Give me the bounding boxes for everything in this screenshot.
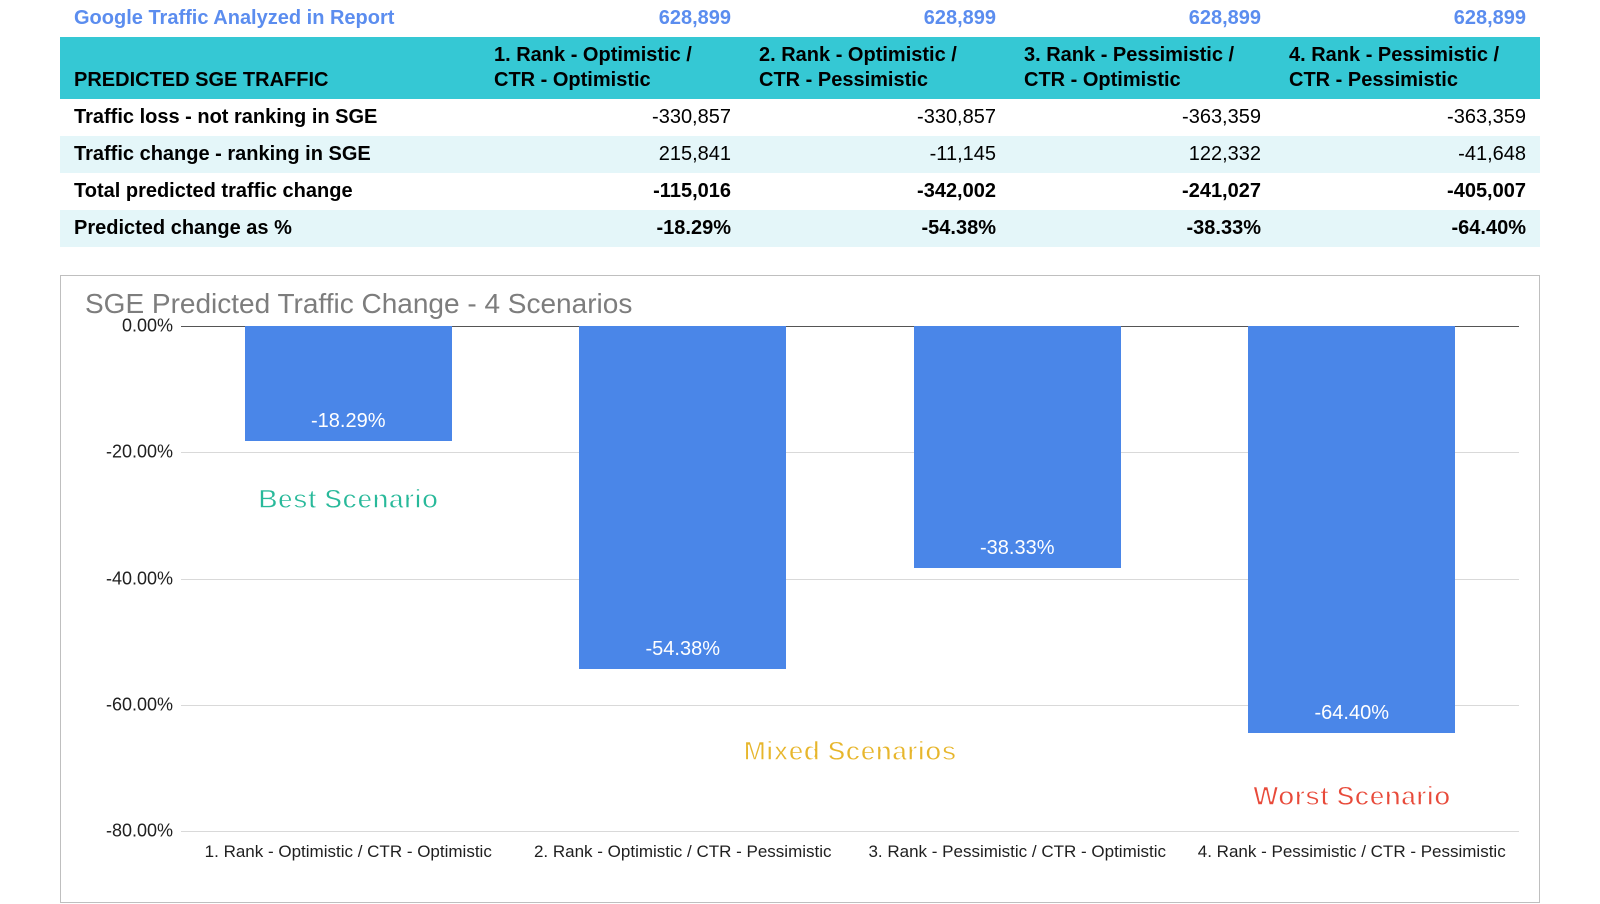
column-header: 2. Rank - Optimistic / CTR - Pessimistic [745,37,1010,99]
x-tick-label: 4. Rank - Pessimistic / CTR - Pessimisti… [1185,831,1520,862]
y-tick-label: -20.00% [73,442,173,463]
chart-title: SGE Predicted Traffic Change - 4 Scenari… [85,288,1519,320]
cell-value: -64.40% [1275,210,1540,247]
row-label: Traffic change - ranking in SGE [60,136,480,173]
cell-value: -330,857 [745,99,1010,136]
cell-value: -241,027 [1010,173,1275,210]
cell-value: -363,359 [1010,99,1275,136]
analyzed-value: 628,899 [1275,0,1540,37]
analyzed-label: Google Traffic Analyzed in Report [60,0,480,37]
table-row: Traffic change - ranking in SGE215,841-1… [60,136,1540,173]
table-row: Predicted change as %-18.29%-54.38%-38.3… [60,210,1540,247]
cell-value: -405,007 [1275,173,1540,210]
analyzed-value: 628,899 [480,0,745,37]
chart-bar: -64.40% [1248,326,1455,733]
y-tick-label: -60.00% [73,694,173,715]
cell-value: -363,359 [1275,99,1540,136]
column-header: 4. Rank - Pessimistic / CTR - Pessimisti… [1275,37,1540,99]
y-tick-label: -40.00% [73,568,173,589]
header-label: PREDICTED SGE TRAFFIC [60,37,480,99]
cell-value: -41,648 [1275,136,1540,173]
row-label: Total predicted traffic change [60,173,480,210]
cell-value: -342,002 [745,173,1010,210]
row-label: Predicted change as % [60,210,480,247]
chart-area: 0.00%-20.00%-40.00%-60.00%-80.00% -18.29… [81,326,1519,886]
x-axis-labels: 1. Rank - Optimistic / CTR - Optimistic2… [181,831,1519,862]
chart-annotation: Worst Scenario [1253,781,1451,812]
y-tick-label: 0.00% [73,316,173,337]
cell-value: -330,857 [480,99,745,136]
chart-annotation: Mixed Scenarios [743,736,956,767]
bar-value-label: -54.38% [579,638,786,661]
analyzed-value: 628,899 [745,0,1010,37]
analyzed-row: Google Traffic Analyzed in Report 628,89… [60,0,1540,37]
cell-value: -11,145 [745,136,1010,173]
bar-value-label: -18.29% [245,410,452,433]
chart-bar: -54.38% [579,326,786,669]
sge-traffic-table: Google Traffic Analyzed in Report 628,89… [60,0,1540,247]
x-tick-label: 3. Rank - Pessimistic / CTR - Optimistic [850,831,1185,862]
cell-value: -38.33% [1010,210,1275,247]
bar-value-label: -64.40% [1248,702,1455,725]
analyzed-value: 628,899 [1010,0,1275,37]
chart-annotation: Best Scenario [258,484,438,515]
y-axis: 0.00%-20.00%-40.00%-60.00%-80.00% [81,326,181,831]
chart-plot: -18.29% -54.38% -38.33% -64.40% Best Scenari… [181,326,1519,831]
column-header: 3. Rank - Pessimistic / CTR - Optimistic [1010,37,1275,99]
x-tick-label: 1. Rank - Optimistic / CTR - Optimistic [181,831,516,862]
cell-value: -115,016 [480,173,745,210]
bar-value-label: -38.33% [914,537,1121,560]
cell-value: 122,332 [1010,136,1275,173]
y-tick-label: -80.00% [73,821,173,842]
chart-bar: -18.29% [245,326,452,441]
row-label: Traffic loss - not ranking in SGE [60,99,480,136]
cell-value: -18.29% [480,210,745,247]
cell-value: -54.38% [745,210,1010,247]
table-row: Traffic loss - not ranking in SGE-330,85… [60,99,1540,136]
header-row: PREDICTED SGE TRAFFIC 1. Rank - Optimist… [60,37,1540,99]
x-tick-label: 2. Rank - Optimistic / CTR - Pessimistic [516,831,851,862]
chart-card: SGE Predicted Traffic Change - 4 Scenari… [60,275,1540,903]
chart-bar: -38.33% [914,326,1121,568]
cell-value: 215,841 [480,136,745,173]
column-header: 1. Rank - Optimistic / CTR - Optimistic [480,37,745,99]
table-row: Total predicted traffic change-115,016-3… [60,173,1540,210]
